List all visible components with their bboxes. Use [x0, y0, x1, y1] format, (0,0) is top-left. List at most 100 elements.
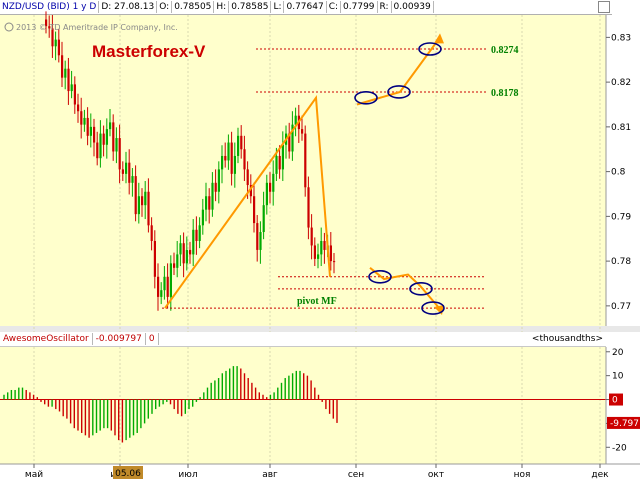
- oscillator-header-bar: AwesomeOscillator -0.009797 0 <thousandt…: [0, 332, 606, 347]
- candle-body: [275, 155, 278, 174]
- time-cursor-badge[interactable]: [113, 466, 143, 479]
- candle-body: [57, 39, 60, 56]
- price-tick-label: 0.8: [611, 168, 626, 178]
- candle-body: [150, 225, 153, 241]
- candle-body: [304, 133, 307, 188]
- open-label: O:: [157, 1, 173, 13]
- close-label: C:: [327, 1, 342, 13]
- oscillator-name[interactable]: AwesomeOscillator: [0, 333, 93, 345]
- price-tick-label: 0.78: [611, 257, 631, 267]
- low-label: L:: [271, 1, 285, 13]
- candle-body: [192, 229, 195, 255]
- oscillator-units: <thousandths>: [531, 334, 603, 344]
- oscillator-tick-label: -20: [612, 443, 627, 453]
- candle-body: [112, 122, 115, 152]
- candle-body: [310, 227, 313, 246]
- close-value: 0.7799: [341, 1, 378, 13]
- candle-body: [185, 249, 188, 264]
- pivot-annotation: pivot MF: [297, 296, 337, 307]
- candle-body: [48, 26, 51, 29]
- candle-body: [128, 162, 131, 183]
- candle-body: [176, 254, 179, 268]
- candle-body: [240, 135, 243, 150]
- symbol-selector[interactable]: NZD/USD (BID) 1 у D: [0, 1, 100, 13]
- candle-body: [320, 240, 323, 255]
- candle-body: [80, 111, 83, 125]
- candle-body: [323, 240, 326, 250]
- range-label: R:: [378, 1, 392, 13]
- candle-body: [166, 276, 169, 297]
- candle-body: [317, 254, 320, 259]
- candle-body: [230, 142, 233, 174]
- candle-body: [227, 142, 230, 161]
- candle-body: [253, 196, 256, 224]
- candle-body: [208, 196, 211, 210]
- time-cursor-label: 05.06: [115, 469, 141, 479]
- candle-body: [105, 129, 108, 145]
- low-value: 0.77647: [284, 1, 327, 13]
- price-tick-label: 0.77: [611, 302, 631, 312]
- candle-body: [214, 182, 217, 192]
- price-header-bar: NZD/USD (BID) 1 у D D: 27.08.13 O: 0.785…: [0, 0, 612, 15]
- reload-icon[interactable]: [4, 22, 14, 32]
- candle-body: [153, 240, 156, 277]
- candle-body: [144, 191, 147, 206]
- candle-body: [259, 232, 262, 250]
- candle-body: [201, 209, 204, 226]
- highlight-ellipse: [409, 282, 433, 296]
- level-label: 0.8178: [491, 88, 519, 99]
- highlight-ellipse: [354, 90, 378, 105]
- candle-body: [121, 169, 124, 174]
- oscillator-tick-label: 10: [612, 372, 624, 382]
- candle-body: [262, 205, 265, 233]
- zero-label-bg: [609, 393, 623, 406]
- candle-body: [224, 155, 227, 161]
- price-tick-label: 0.82: [611, 78, 631, 88]
- maximize-icon[interactable]: [598, 1, 610, 13]
- candle-body: [160, 290, 163, 297]
- candle-body: [96, 142, 99, 159]
- price-tick-label: 0.81: [611, 123, 631, 133]
- candle-body: [54, 39, 57, 47]
- candle-body: [99, 133, 102, 159]
- high-label: H:: [214, 1, 230, 13]
- candle-body: [179, 243, 182, 255]
- price-plot-area: [0, 15, 606, 326]
- candle-body: [163, 276, 166, 291]
- candle-body: [211, 182, 214, 210]
- highlight-ellipse: [421, 301, 445, 315]
- candle-body: [115, 138, 118, 152]
- time-tick-label: май: [25, 470, 43, 480]
- time-tick-label: авг: [262, 470, 278, 480]
- candle-body: [77, 104, 80, 112]
- candle-body: [86, 117, 89, 136]
- candle-body: [182, 243, 185, 264]
- candle-body: [134, 176, 137, 215]
- candle-body: [51, 28, 54, 47]
- candle-body: [173, 263, 176, 268]
- oscillator-header-spacer: [159, 333, 529, 345]
- candle-body: [83, 117, 86, 125]
- candle-body: [102, 133, 105, 145]
- copyright-text: 2013 © TD Ameritrade IP Company, Inc.: [16, 23, 178, 32]
- candle-body: [307, 187, 310, 228]
- candle-body: [265, 182, 268, 206]
- candle-body: [221, 155, 224, 170]
- candle-body: [147, 191, 150, 226]
- candle-body: [269, 182, 272, 192]
- last-value-label: -9.797: [610, 419, 639, 429]
- time-tick-label: июл: [178, 470, 197, 480]
- candle-body: [291, 124, 294, 152]
- candle-body: [288, 133, 291, 152]
- time-tick-label: сен: [348, 470, 364, 480]
- candle-body: [249, 185, 252, 197]
- time-tick-label: дек: [591, 470, 609, 480]
- candle-body: [301, 129, 304, 134]
- candle-body: [281, 144, 284, 170]
- open-value: 0.78505: [172, 1, 215, 13]
- candle-body: [157, 276, 160, 297]
- candle-body: [73, 84, 76, 105]
- candle-body: [243, 149, 246, 170]
- oscillator-value: -0.009797: [93, 333, 146, 345]
